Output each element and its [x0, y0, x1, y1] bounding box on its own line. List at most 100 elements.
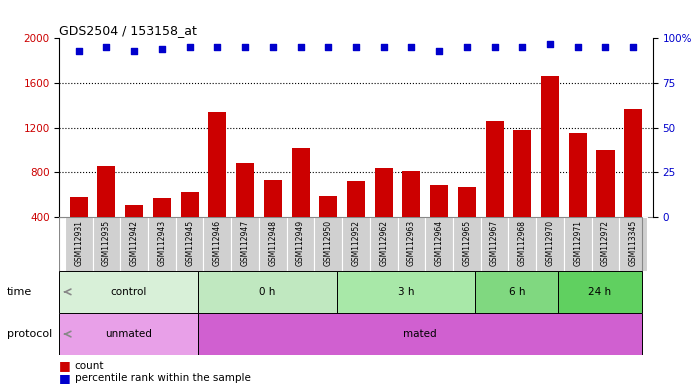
Text: ■: ■: [59, 359, 71, 372]
Text: GSM112943: GSM112943: [158, 220, 166, 266]
Point: [406, 44, 417, 50]
Bar: [481, 217, 508, 271]
Bar: [508, 217, 536, 271]
Bar: [425, 217, 453, 271]
Bar: [319, 196, 337, 262]
Text: 0 h: 0 h: [259, 287, 276, 297]
Text: protocol: protocol: [7, 329, 52, 339]
Bar: [236, 164, 254, 262]
Text: GSM112945: GSM112945: [185, 220, 194, 266]
Bar: [176, 217, 204, 271]
Text: GSM112965: GSM112965: [462, 220, 471, 266]
Bar: [181, 192, 199, 262]
Text: GSM112950: GSM112950: [324, 220, 333, 266]
Bar: [259, 217, 287, 271]
Bar: [624, 109, 642, 262]
Bar: [558, 271, 641, 313]
Bar: [347, 181, 365, 262]
Bar: [231, 217, 259, 271]
Point: [517, 44, 528, 50]
Text: count: count: [75, 361, 104, 371]
Bar: [70, 197, 88, 262]
Point: [156, 46, 168, 52]
Bar: [264, 180, 282, 262]
Point: [433, 48, 445, 54]
Text: control: control: [110, 287, 147, 297]
Point: [101, 44, 112, 50]
Bar: [292, 148, 309, 262]
Bar: [430, 185, 448, 262]
Point: [544, 41, 556, 47]
Point: [322, 44, 334, 50]
Bar: [59, 271, 198, 313]
Bar: [65, 217, 93, 271]
Bar: [342, 217, 370, 271]
Text: GSM112964: GSM112964: [435, 220, 444, 266]
Bar: [314, 217, 342, 271]
Bar: [148, 217, 176, 271]
Point: [600, 44, 611, 50]
Bar: [475, 271, 558, 313]
Bar: [403, 171, 420, 262]
Text: 6 h: 6 h: [509, 287, 525, 297]
Text: GSM112972: GSM112972: [601, 220, 610, 266]
Bar: [125, 205, 143, 262]
Bar: [59, 313, 198, 355]
Bar: [204, 217, 231, 271]
Bar: [198, 271, 336, 313]
Bar: [93, 217, 120, 271]
Bar: [513, 130, 531, 262]
Text: 3 h: 3 h: [398, 287, 414, 297]
Bar: [619, 217, 647, 271]
Text: time: time: [7, 287, 32, 297]
Text: GSM112949: GSM112949: [296, 220, 305, 266]
Text: GSM112942: GSM112942: [130, 220, 139, 266]
Text: GSM112968: GSM112968: [518, 220, 527, 266]
Text: GSM113345: GSM113345: [629, 220, 638, 266]
Point: [184, 44, 195, 50]
Text: GSM112947: GSM112947: [241, 220, 250, 266]
Text: mated: mated: [403, 329, 436, 339]
Bar: [592, 217, 619, 271]
Bar: [398, 217, 425, 271]
Point: [489, 44, 500, 50]
Text: GSM112962: GSM112962: [379, 220, 388, 266]
Text: GSM112931: GSM112931: [74, 220, 83, 266]
Text: GSM112946: GSM112946: [213, 220, 222, 266]
Point: [378, 44, 389, 50]
Point: [628, 44, 639, 50]
Point: [350, 44, 362, 50]
Bar: [486, 121, 504, 262]
Bar: [153, 198, 171, 262]
Bar: [458, 187, 476, 262]
Text: GDS2504 / 153158_at: GDS2504 / 153158_at: [59, 24, 198, 37]
Bar: [569, 133, 587, 262]
Bar: [370, 217, 398, 271]
Text: GSM112971: GSM112971: [573, 220, 582, 266]
Text: GSM112952: GSM112952: [352, 220, 360, 266]
Point: [211, 44, 223, 50]
Bar: [120, 217, 148, 271]
Point: [239, 44, 251, 50]
Point: [73, 48, 84, 54]
Bar: [597, 150, 614, 262]
Bar: [375, 168, 393, 262]
Bar: [541, 76, 559, 262]
Bar: [287, 217, 314, 271]
Point: [572, 44, 584, 50]
Text: GSM112948: GSM112948: [268, 220, 277, 266]
Point: [461, 44, 473, 50]
Point: [295, 44, 306, 50]
Bar: [336, 271, 475, 313]
Text: GSM112970: GSM112970: [546, 220, 554, 266]
Text: unmated: unmated: [105, 329, 152, 339]
Bar: [564, 217, 592, 271]
Bar: [208, 112, 226, 262]
Bar: [198, 313, 641, 355]
Bar: [536, 217, 564, 271]
Text: percentile rank within the sample: percentile rank within the sample: [75, 373, 251, 383]
Point: [267, 44, 279, 50]
Bar: [453, 217, 481, 271]
Bar: [98, 166, 115, 262]
Text: GSM112967: GSM112967: [490, 220, 499, 266]
